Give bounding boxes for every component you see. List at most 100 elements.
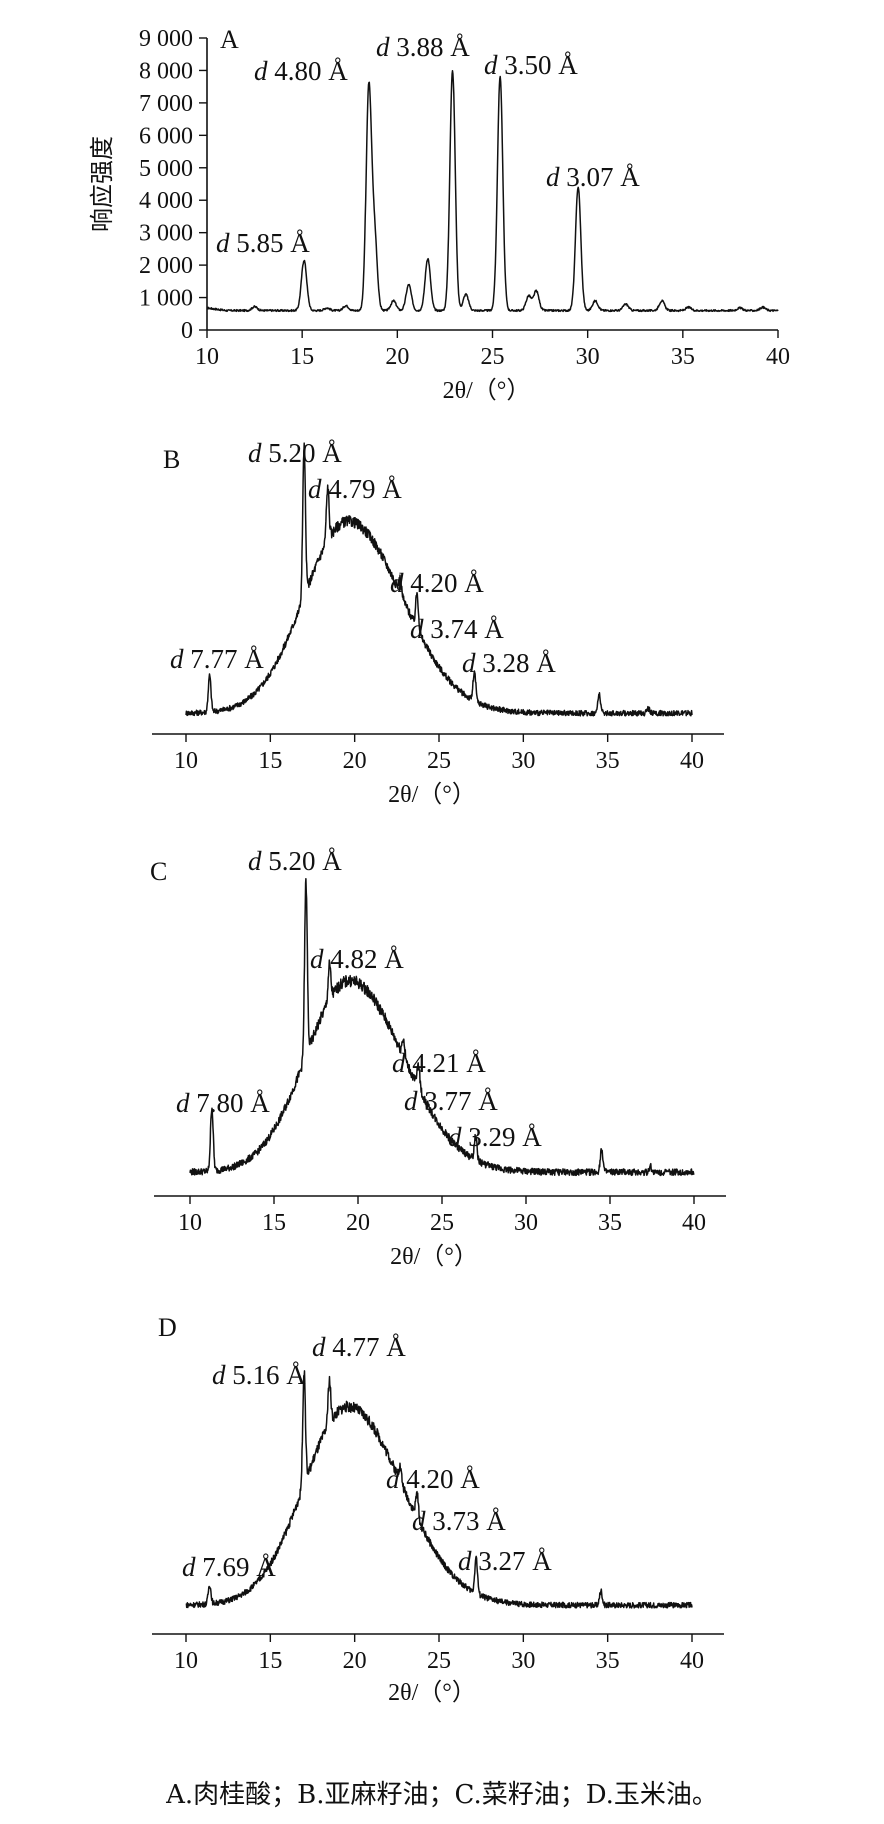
peak-annotation: d 3.74 Å (410, 614, 504, 644)
x-tick-label: 40 (680, 748, 704, 774)
peak-annotation: d 4.82 Å (310, 944, 404, 974)
x-tick-label: 20 (346, 1210, 370, 1236)
d-spacing-symbol: d (484, 50, 498, 80)
peak-annotation: d 3.27 Å (458, 1546, 552, 1576)
x-tick-label: 10 (195, 344, 219, 370)
peak-annotation: d 3.88 Å (376, 32, 470, 62)
panel-label: B (163, 445, 180, 474)
y-tick-label: 3 000 (139, 221, 193, 247)
peak-annotation: d 4.20 Å (390, 568, 484, 598)
x-tick-label: 20 (385, 344, 409, 370)
d-spacing-symbol: d (458, 1546, 472, 1576)
d-spacing-value: 3.28 Å (476, 648, 557, 678)
d-spacing-value: 3.07 Å (560, 162, 641, 192)
x-tick-label: 30 (511, 1648, 535, 1674)
chart-panel-A: A 10 15 20 25 30 35 40 2θ/（°） 0 1 000 2 000 3 000 4 0… (88, 25, 790, 404)
peak-annotation: d 4.21 Å (392, 1048, 486, 1078)
x-axis-label: 2θ/（°） (443, 378, 531, 404)
d-spacing-value: 4.20 Å (400, 1464, 481, 1494)
d-spacing-symbol: d (312, 1332, 326, 1362)
d-spacing-value: 4.21 Å (406, 1048, 487, 1078)
x-tick-label: 35 (596, 1648, 620, 1674)
x-tick-label: 35 (671, 344, 695, 370)
d-spacing-value: 5.20 Å (262, 438, 343, 468)
y-tick-label: 5 000 (139, 156, 193, 182)
x-tick-label: 40 (682, 1210, 706, 1236)
x-tick-label: 30 (576, 344, 600, 370)
figure-caption: A.肉桂酸；B.亚麻籽油；C.菜籽油；D.玉米油。 (166, 1780, 718, 1810)
y-tick-label: 7 000 (139, 91, 193, 117)
xrd-trace-series (206, 69, 779, 313)
d-spacing-symbol: d (390, 568, 404, 598)
peak-annotation: d 5.20 Å (248, 846, 342, 876)
y-tick-label: 4 000 (139, 188, 193, 214)
d-spacing-symbol: d (216, 228, 230, 258)
x-tick-label: 20 (343, 748, 367, 774)
d-spacing-symbol: d (462, 648, 476, 678)
x-tick-label: 25 (430, 1210, 454, 1236)
d-spacing-value: 5.85 Å (230, 228, 311, 258)
d-spacing-value: 3.74 Å (424, 614, 505, 644)
d-spacing-symbol: d (248, 438, 262, 468)
peak-annotation: d 7.80 Å (176, 1088, 270, 1118)
d-spacing-symbol: d (386, 1464, 400, 1494)
x-tick-label: 25 (481, 344, 505, 370)
peak-annotation: d 4.80 Å (254, 56, 348, 86)
x-tick-label: 15 (258, 1648, 282, 1674)
peak-annotation: d 3.28 Å (462, 648, 556, 678)
d-spacing-symbol: d (376, 32, 390, 62)
d-spacing-symbol: d (546, 162, 560, 192)
d-spacing-symbol: d (254, 56, 268, 86)
x-tick-label: 30 (514, 1210, 538, 1236)
y-axis-label: 响应强度 (88, 136, 116, 232)
x-axis-label: 2θ/（°） (388, 1680, 476, 1706)
d-spacing-symbol: d (410, 614, 424, 644)
d-spacing-value: 4.20 Å (404, 568, 485, 598)
x-tick-label: 40 (766, 344, 790, 370)
x-tick-label: 15 (258, 748, 282, 774)
peak-annotation: d 3.77 Å (404, 1086, 498, 1116)
panel-label: C (150, 857, 167, 886)
peak-annotation: d 3.50 Å (484, 50, 578, 80)
peak-annotation: d 3.73 Å (412, 1506, 506, 1536)
d-spacing-value: 4.79 Å (322, 474, 403, 504)
peak-annotation: d 4.77 Å (312, 1332, 406, 1362)
x-tick-label: 10 (178, 1210, 202, 1236)
peak-annotation: d 7.69 Å (182, 1552, 276, 1582)
d-spacing-symbol: d (182, 1552, 196, 1582)
x-tick-label: 20 (343, 1648, 367, 1674)
d-spacing-symbol: d (392, 1048, 406, 1078)
d-spacing-value: 4.77 Å (326, 1332, 407, 1362)
d-spacing-value: 3.29 Å (462, 1122, 543, 1152)
xrd-trace-series (185, 1370, 693, 1609)
d-spacing-symbol: d (170, 644, 184, 674)
peak-annotation: d 5.85 Å (216, 228, 310, 258)
panel-label: A (220, 25, 239, 54)
d-spacing-symbol: d (404, 1086, 418, 1116)
d-spacing-symbol: d (412, 1506, 426, 1536)
x-tick-label: 35 (596, 748, 620, 774)
y-tick-label: 8 000 (139, 58, 193, 84)
x-tick-label: 15 (262, 1210, 286, 1236)
d-spacing-symbol: d (248, 846, 262, 876)
d-spacing-value: 5.16 Å (226, 1360, 307, 1390)
d-spacing-value: 5.20 Å (262, 846, 343, 876)
peak-annotation: d 3.07 Å (546, 162, 640, 192)
peak-annotation: d 4.20 Å (386, 1464, 480, 1494)
x-tick-label: 30 (511, 748, 535, 774)
xrd-trace-series (189, 877, 695, 1177)
x-tick-label: 40 (680, 1648, 704, 1674)
d-spacing-symbol: d (176, 1088, 190, 1118)
y-tick-label: 6 000 (139, 123, 193, 149)
y-tick-label: 0 (181, 318, 193, 344)
peak-annotation: d 7.77 Å (170, 644, 264, 674)
d-spacing-value: 7.77 Å (184, 644, 265, 674)
d-spacing-value: 3.88 Å (390, 32, 471, 62)
d-spacing-symbol: d (310, 944, 324, 974)
x-tick-label: 10 (174, 1648, 198, 1674)
x-tick-label: 35 (598, 1210, 622, 1236)
d-spacing-value: 3.73 Å (426, 1506, 507, 1536)
d-spacing-value: 3.27 Å (472, 1546, 553, 1576)
